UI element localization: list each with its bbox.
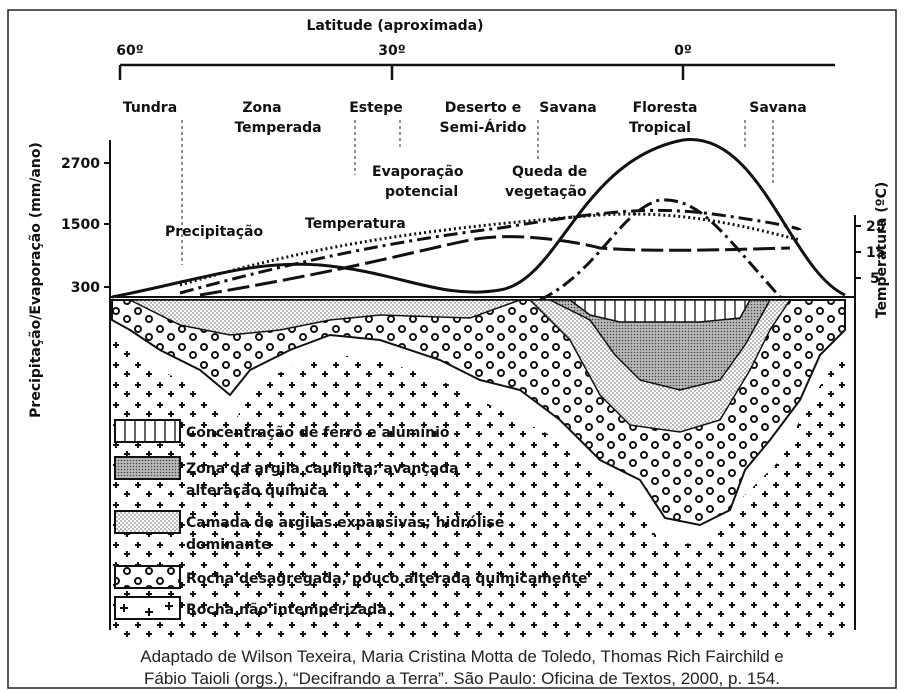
text-line: dominante (186, 537, 271, 553)
text-line: Concentração de ferro e alumínio (186, 425, 450, 441)
text-line: Evaporação (372, 164, 464, 180)
text-line: Floresta (633, 100, 698, 116)
axes (104, 140, 861, 630)
text-line: Tundra (123, 100, 177, 116)
text-line: Rocha não intemperizada (186, 602, 387, 618)
zone: Estepe (349, 100, 403, 116)
text-line: Estepe (349, 100, 403, 116)
text-line: Precipitação (165, 224, 263, 240)
text-line: Tropical (629, 120, 691, 136)
legend-label: Camada de argilas expansivas; hidrólise d… (186, 515, 504, 553)
lat-tick: 0º (674, 43, 692, 59)
zone: Deserto e Semi-Árido (440, 100, 527, 136)
legend-label: Rocha não intemperizada (186, 602, 387, 618)
zone: Savana (539, 100, 597, 116)
lat-tick: 60º (116, 43, 143, 59)
legend-labels: Concentração de ferro e alumínio Zona da… (186, 425, 588, 618)
y-tick: 1500 (61, 217, 100, 233)
text-line: Fábio Taioli (orgs.), “Decifrando a Terr… (144, 669, 780, 688)
annotation: Queda de vegetação (505, 164, 587, 200)
y-tick: 2700 (61, 156, 100, 172)
legend-label: Concentração de ferro e alumínio (186, 425, 450, 441)
legend (114, 419, 181, 620)
latitude-scale (118, 63, 835, 80)
y2-tick: 5 (870, 271, 880, 287)
text-line: Savana (749, 100, 807, 116)
text-line: Rocha desagregada, pouco alterada quimic… (186, 571, 588, 587)
text-line: Camada de argilas expansivas; hidrólise (186, 515, 504, 531)
text-line: Savana (539, 100, 597, 116)
left-axis-label: Precipitação/Evaporação (mm/ano) (28, 142, 44, 418)
text-line: Semi-Árido (440, 119, 527, 136)
text-line: Zona (242, 100, 281, 116)
lat-tick: 30º (378, 43, 405, 59)
text-line: Queda de (512, 164, 587, 180)
caption: Adaptado de Wilson Texeira, Maria Cristi… (140, 647, 783, 688)
zone: Savana (749, 100, 807, 116)
soil-profile (111, 299, 846, 640)
text-line: Temperatura (305, 216, 406, 232)
annotations: Evaporação potencial Queda de vegetação Pr… (165, 164, 587, 240)
text-line: Temperada (234, 120, 321, 136)
zones: Tundra Zona Temperada Estepe Deserto e Sem… (123, 100, 807, 136)
text-line: Deserto e (445, 100, 522, 116)
text-line: vegetação (505, 184, 587, 200)
y2-tick: 15 (866, 245, 885, 261)
zone: Tundra (123, 100, 177, 116)
frame (7, 9, 897, 689)
annotation: Temperatura (305, 216, 406, 232)
y-tick: 300 (71, 280, 100, 296)
text-line: alteração química (186, 483, 327, 499)
zone: Zona Temperada (234, 100, 321, 136)
text-line: Adaptado de Wilson Texeira, Maria Cristi… (140, 647, 783, 666)
legend-label: Rocha desagregada, pouco alterada quimic… (186, 571, 588, 587)
annotation: Evaporação potencial (372, 164, 464, 200)
annotation: Precipitação (165, 224, 263, 240)
right-axis-label: Temperatura (ºC) (874, 182, 890, 319)
curves (111, 138, 846, 302)
zone-dividers (181, 120, 774, 265)
y2-tick: 25 (866, 219, 885, 235)
title: Latitude (aproximada) (306, 18, 483, 34)
text-line: potencial (385, 184, 458, 200)
text-line: Zona da argila caulinita; avançada (186, 461, 459, 477)
zone: Floresta Tropical (629, 100, 697, 136)
legend-label: Zona da argila caulinita; avançada altera… (186, 461, 459, 499)
